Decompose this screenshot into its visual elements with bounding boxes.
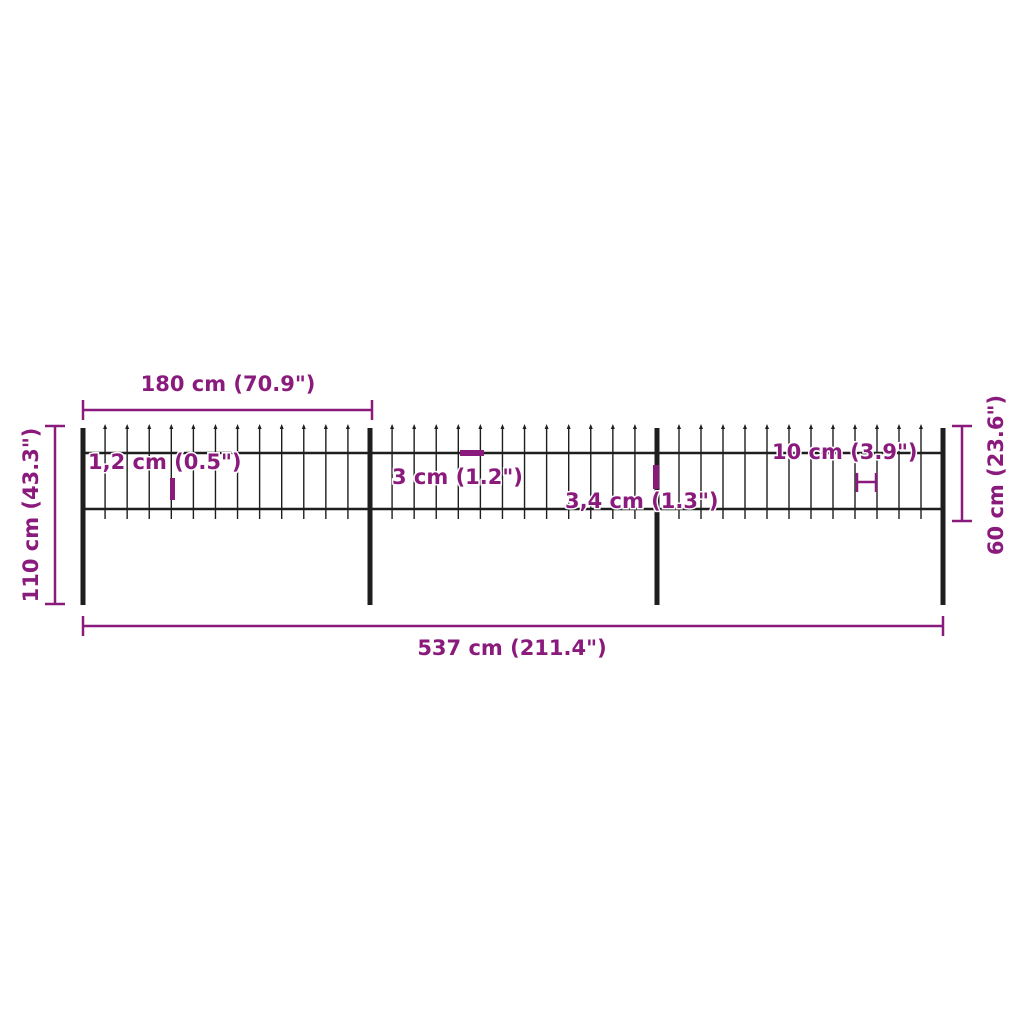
picket-spear-tip [787, 424, 791, 429]
picket-spear-tip [544, 424, 549, 429]
fence-post [654, 428, 660, 605]
total-height-line [45, 424, 65, 606]
picket-spear-tip [853, 424, 857, 429]
panel-height-line [952, 424, 972, 523]
fence-post [367, 428, 373, 605]
rail-height-label: 3 cm (1.2") [392, 465, 523, 489]
total-width-line [81, 616, 945, 636]
picket-spear-tip [103, 424, 108, 429]
picket-spear-tip [566, 424, 571, 429]
picket-spear-tip [831, 424, 835, 429]
panel-width-line [81, 400, 374, 420]
picket-spear-tip [125, 424, 130, 429]
picket-thickness-label: 1,2 cm (0.5") [88, 450, 242, 474]
picket-spear-tip [456, 424, 461, 429]
panel-height-label: 60 cm (23.6") [984, 395, 1008, 555]
total-width-label: 537 cm (211.4") [417, 636, 606, 660]
picket-spear-tip [191, 424, 196, 429]
picket-spear-tip [434, 424, 439, 429]
picket-spear-tip [390, 424, 395, 429]
small-markers [170, 450, 659, 500]
picket-spear-tip [235, 424, 240, 429]
picket-spear-tip [610, 424, 615, 429]
picket-spear-tip [345, 424, 350, 429]
picket-spear-tip [632, 424, 637, 429]
fence-drawing [80, 424, 946, 605]
picket-spear-tip [147, 424, 152, 429]
picket-spear-tip [588, 424, 593, 429]
picket-spear-tip [301, 424, 306, 429]
picket-spear-tip [919, 424, 923, 429]
picket-spear-tip [809, 424, 813, 429]
fence-post [80, 428, 86, 605]
picket-spear-tip [897, 424, 901, 429]
picket-spear-tip [743, 424, 747, 429]
picket-spear-tip [765, 424, 769, 429]
picket-spear-tip [213, 424, 218, 429]
post-thickness-marker [653, 465, 659, 489]
picket-spacing-label: 10 cm (3.9") [772, 440, 918, 464]
picket-spear-tip [478, 424, 483, 429]
picket-spear-tip [323, 424, 328, 429]
picket-spear-tip [721, 424, 725, 429]
picket-spear-tip [699, 424, 703, 429]
picket-spear-tip [500, 424, 505, 429]
fence-post [940, 428, 946, 605]
post-thickness-label: 3,4 cm (1.3") [565, 489, 719, 513]
picket-spear-tip [522, 424, 527, 429]
picket-spear-tip [169, 424, 174, 429]
picket-spear-tip [875, 424, 879, 429]
picket-spear-tip [677, 424, 681, 429]
picket-spear-tip [279, 424, 284, 429]
total-height-label: 110 cm (43.3") [19, 428, 43, 603]
picket-spear-tip [257, 424, 262, 429]
picket-spacing-marker [855, 473, 878, 492]
rail-height-marker [460, 450, 484, 456]
picket-thickness-marker [170, 478, 175, 500]
picket-spear-tip [412, 424, 417, 429]
panel-width-label: 180 cm (70.9") [141, 372, 316, 396]
dimension-lines [45, 400, 972, 636]
